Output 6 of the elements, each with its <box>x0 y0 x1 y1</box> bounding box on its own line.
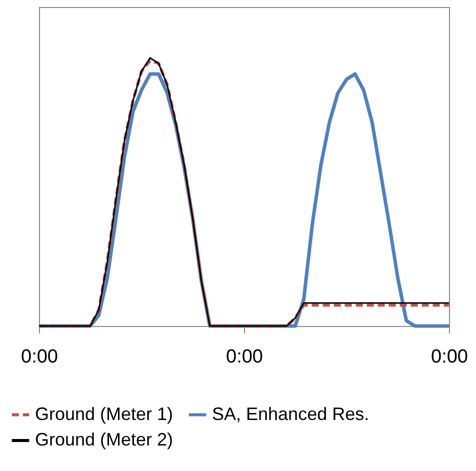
x-tick-label: 0:00 <box>431 346 468 368</box>
legend-label: Ground (Meter 1) <box>35 404 174 424</box>
x-tick-label: 0:00 <box>21 346 58 368</box>
legend-label: SA, Enhanced Res. <box>212 404 370 424</box>
legend-label: Ground (Meter 2) <box>35 430 174 450</box>
x-tick-label: 0:00 <box>226 346 263 368</box>
